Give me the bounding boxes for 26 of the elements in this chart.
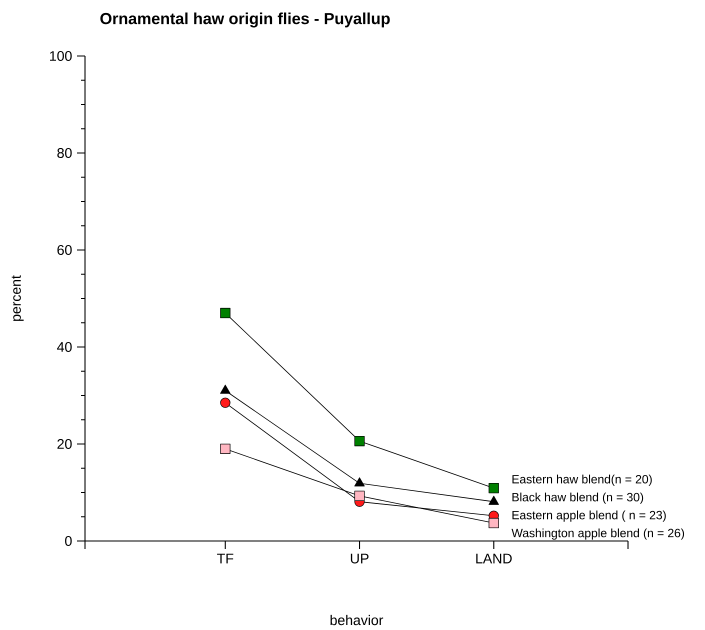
x-axis-title: behavior: [330, 614, 384, 626]
series-label: Eastern haw blend(n = 20): [512, 474, 652, 486]
point: [354, 477, 365, 486]
series-label: Eastern apple blend ( n = 23): [512, 510, 666, 522]
y-tick-label: 40: [57, 342, 72, 352]
point: [220, 384, 230, 394]
x-tick-label: LAND: [476, 554, 512, 564]
point: [220, 398, 230, 408]
point: [488, 482, 499, 494]
chart-title: Ornamental haw origin flies - Puyallup: [100, 12, 390, 28]
y-tick-label: 0: [65, 536, 72, 546]
point: [488, 518, 499, 528]
series-label: Washington apple blend (n = 26): [512, 528, 684, 540]
x-tick-label: UP: [350, 554, 369, 564]
point: [354, 436, 365, 446]
point: [354, 490, 365, 502]
point: [220, 444, 230, 454]
y-tick-label: 100: [50, 51, 72, 61]
y-tick-label: 60: [57, 245, 72, 255]
y-axis-title: percent: [12, 275, 24, 321]
point: [220, 308, 230, 318]
y-tick-label: 20: [57, 439, 72, 449]
x-tick-label: TF: [217, 554, 234, 564]
point: [488, 496, 499, 505]
series-label: Black haw blend (n = 30): [512, 492, 644, 504]
y-tick-label: 80: [57, 148, 72, 158]
